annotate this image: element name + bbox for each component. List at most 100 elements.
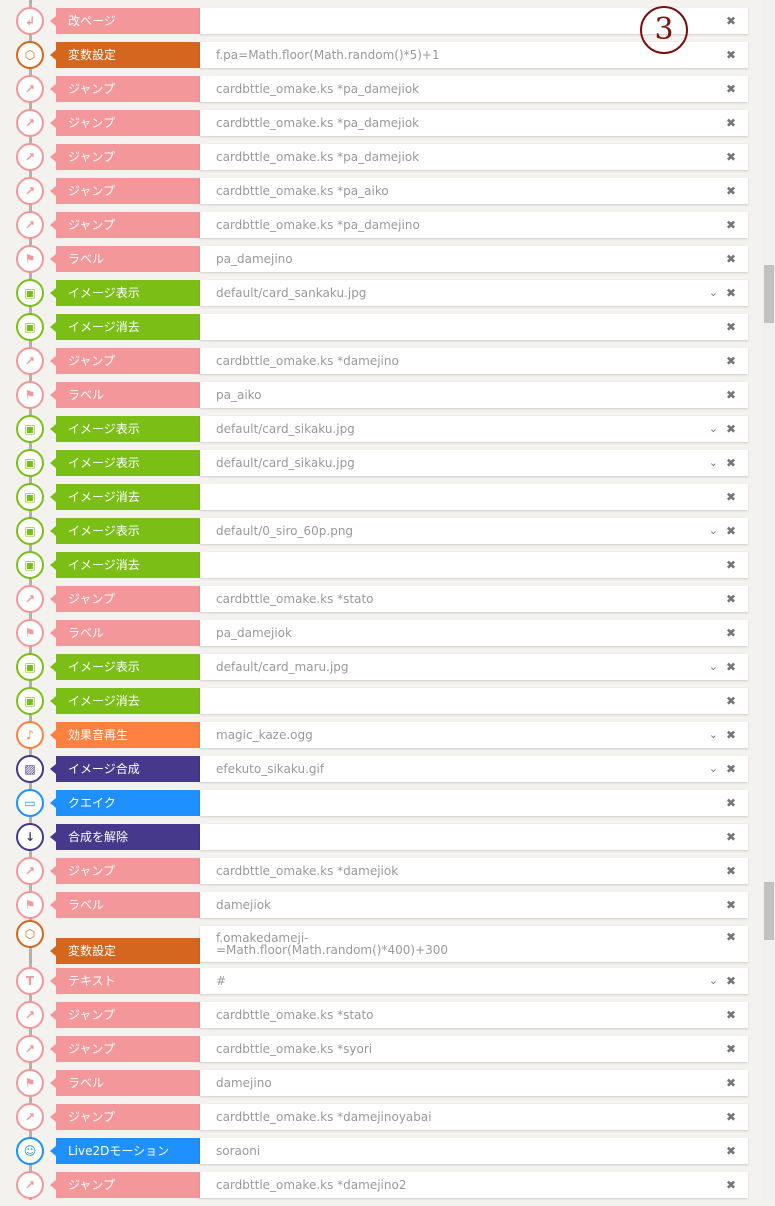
command-value[interactable]: cardbttle_omake.ks *stato ✖ xyxy=(200,1002,748,1028)
chevron-down-icon[interactable]: ⌄ xyxy=(708,660,718,673)
command-label[interactable]: 効果音再生 xyxy=(50,722,200,748)
close-icon[interactable]: ✖ xyxy=(725,252,736,266)
command-row[interactable]: ↓ 合成を解除 ✖ xyxy=(0,823,760,851)
command-label[interactable]: ジャンプ xyxy=(50,858,200,884)
close-icon[interactable]: ✖ xyxy=(725,1076,736,1090)
close-icon[interactable]: ✖ xyxy=(725,48,736,62)
command-row[interactable]: ▣ イメージ消去 ✖ xyxy=(0,551,760,579)
command-row[interactable]: ▣ イメージ表示 default/card_maru.jpg ⌄ ✖ xyxy=(0,653,760,681)
close-icon[interactable]: ✖ xyxy=(725,930,736,944)
scrollbar-thumb[interactable] xyxy=(764,265,774,323)
command-value[interactable]: cardbttle_omake.ks *pa_damejiok ✖ xyxy=(200,76,748,102)
close-icon[interactable]: ✖ xyxy=(725,558,736,572)
command-value[interactable]: cardbttle_omake.ks *damejiok ✖ xyxy=(200,858,748,884)
command-value[interactable]: pa_damejiok ✖ xyxy=(200,620,748,646)
command-label[interactable]: ラベル xyxy=(50,382,200,408)
command-row[interactable]: ☺ Live2Dモーション soraoni ✖ xyxy=(0,1137,760,1165)
command-value[interactable]: default/card_sankaku.jpg ⌄ ✖ xyxy=(200,280,748,306)
close-icon[interactable]: ✖ xyxy=(725,1178,736,1192)
chevron-down-icon[interactable]: ⌄ xyxy=(708,728,718,741)
close-icon[interactable]: ✖ xyxy=(725,974,736,988)
command-row[interactable]: ▣ イメージ消去 ✖ xyxy=(0,687,760,715)
command-row[interactable]: ▣ イメージ表示 default/card_sankaku.jpg ⌄ ✖ xyxy=(0,279,760,307)
command-label[interactable]: 合成を解除 xyxy=(50,824,200,850)
command-value[interactable]: cardbttle_omake.ks *damejinoyabai ✖ xyxy=(200,1104,748,1130)
scrollbar-thumb-secondary[interactable] xyxy=(764,882,774,940)
command-label[interactable]: ラベル xyxy=(50,620,200,646)
command-value[interactable]: cardbttle_omake.ks *pa_damejiok ✖ xyxy=(200,110,748,136)
command-label[interactable]: ジャンプ xyxy=(50,144,200,170)
close-icon[interactable]: ✖ xyxy=(725,490,736,504)
command-label[interactable]: 改ページ xyxy=(50,8,200,34)
command-row[interactable]: ↗ ジャンプ cardbttle_omake.ks *stato ✖ xyxy=(0,585,760,613)
close-icon[interactable]: ✖ xyxy=(725,320,736,334)
command-label[interactable]: 変数設定 xyxy=(50,938,200,964)
command-row[interactable]: ▣ イメージ表示 default/0_siro_60p.png ⌄ ✖ xyxy=(0,517,760,545)
command-label[interactable]: Live2Dモーション xyxy=(50,1138,200,1164)
command-value[interactable]: default/0_siro_60p.png ⌄ ✖ xyxy=(200,518,748,544)
command-value[interactable]: soraoni ✖ xyxy=(200,1138,748,1164)
command-value[interactable]: cardbttle_omake.ks *stato ✖ xyxy=(200,586,748,612)
command-value[interactable]: ✖ xyxy=(200,688,748,714)
close-icon[interactable]: ✖ xyxy=(725,796,736,810)
command-row[interactable]: ⚑ ラベル damejiok ✖ xyxy=(0,891,760,919)
close-icon[interactable]: ✖ xyxy=(725,592,736,606)
command-label[interactable]: ジャンプ xyxy=(50,110,200,136)
command-value[interactable]: damejiok ✖ xyxy=(200,892,748,918)
command-value[interactable]: magic_kaze.ogg ⌄ ✖ xyxy=(200,722,748,748)
command-row[interactable]: ♪ 効果音再生 magic_kaze.ogg ⌄ ✖ xyxy=(0,721,760,749)
command-row[interactable]: ⚑ ラベル pa_damejiok ✖ xyxy=(0,619,760,647)
close-icon[interactable]: ✖ xyxy=(725,286,736,300)
command-value[interactable]: pa_damejino ✖ xyxy=(200,246,748,272)
command-value[interactable]: f.omakedameji- =Math.floor(Math.random()… xyxy=(200,926,748,962)
command-row[interactable]: ▣ イメージ消去 ✖ xyxy=(0,313,760,341)
command-label[interactable]: イメージ消去 xyxy=(50,688,200,714)
command-row[interactable]: ↗ ジャンプ cardbttle_omake.ks *damejino ✖ xyxy=(0,347,760,375)
command-label[interactable]: 変数設定 xyxy=(50,42,200,68)
close-icon[interactable]: ✖ xyxy=(725,762,736,776)
command-row[interactable]: ▣ イメージ消去 ✖ xyxy=(0,483,760,511)
command-value[interactable]: cardbttle_omake.ks *damejino ✖ xyxy=(200,348,748,374)
command-value[interactable]: ✖ xyxy=(200,824,748,850)
close-icon[interactable]: ✖ xyxy=(725,830,736,844)
command-label[interactable]: イメージ表示 xyxy=(50,518,200,544)
command-value[interactable]: cardbttle_omake.ks *damejino2 ✖ xyxy=(200,1172,748,1198)
command-row[interactable]: ↗ ジャンプ cardbttle_omake.ks *pa_damejiok ✖ xyxy=(0,143,760,171)
command-label[interactable]: ジャンプ xyxy=(50,586,200,612)
close-icon[interactable]: ✖ xyxy=(725,524,736,538)
close-icon[interactable]: ✖ xyxy=(725,660,736,674)
close-icon[interactable]: ✖ xyxy=(725,626,736,640)
command-label[interactable]: ジャンプ xyxy=(50,1002,200,1028)
command-row[interactable]: ↗ ジャンプ cardbttle_omake.ks *damejino2 ✖ xyxy=(0,1171,760,1199)
command-label[interactable]: イメージ消去 xyxy=(50,484,200,510)
command-row[interactable]: ↗ ジャンプ cardbttle_omake.ks *pa_damejiok ✖ xyxy=(0,109,760,137)
close-icon[interactable]: ✖ xyxy=(725,728,736,742)
command-value[interactable]: ✖ xyxy=(200,314,748,340)
command-label[interactable]: イメージ消去 xyxy=(50,314,200,340)
command-label[interactable]: ジャンプ xyxy=(50,178,200,204)
chevron-down-icon[interactable]: ⌄ xyxy=(708,524,718,537)
close-icon[interactable]: ✖ xyxy=(725,1042,736,1056)
command-row[interactable]: ↗ ジャンプ cardbttle_omake.ks *damejiok ✖ xyxy=(0,857,760,885)
close-icon[interactable]: ✖ xyxy=(725,14,736,28)
command-value[interactable]: cardbttle_omake.ks *pa_damejino ✖ xyxy=(200,212,748,238)
close-icon[interactable]: ✖ xyxy=(725,1008,736,1022)
command-label[interactable]: イメージ消去 xyxy=(50,552,200,578)
command-value[interactable]: efekuto_sikaku.gif ⌄ ✖ xyxy=(200,756,748,782)
command-row[interactable]: ▣ イメージ表示 default/card_sikaku.jpg ⌄ ✖ xyxy=(0,415,760,443)
command-row[interactable]: ↗ ジャンプ cardbttle_omake.ks *pa_damejino ✖ xyxy=(0,211,760,239)
command-row[interactable]: ↗ ジャンプ cardbttle_omake.ks *syori ✖ xyxy=(0,1035,760,1063)
chevron-down-icon[interactable]: ⌄ xyxy=(708,762,718,775)
close-icon[interactable]: ✖ xyxy=(725,116,736,130)
command-label[interactable]: イメージ表示 xyxy=(50,416,200,442)
command-label[interactable]: ラベル xyxy=(50,246,200,272)
command-row[interactable]: ⚑ ラベル damejino ✖ xyxy=(0,1069,760,1097)
command-value[interactable]: damejino ✖ xyxy=(200,1070,748,1096)
command-label[interactable]: イメージ表示 xyxy=(50,450,200,476)
close-icon[interactable]: ✖ xyxy=(725,1110,736,1124)
command-value[interactable]: # ⌄ ✖ xyxy=(200,968,748,994)
command-label[interactable]: ジャンプ xyxy=(50,348,200,374)
command-value[interactable]: ✖ xyxy=(200,552,748,578)
close-icon[interactable]: ✖ xyxy=(725,82,736,96)
command-value[interactable]: ✖ xyxy=(200,484,748,510)
